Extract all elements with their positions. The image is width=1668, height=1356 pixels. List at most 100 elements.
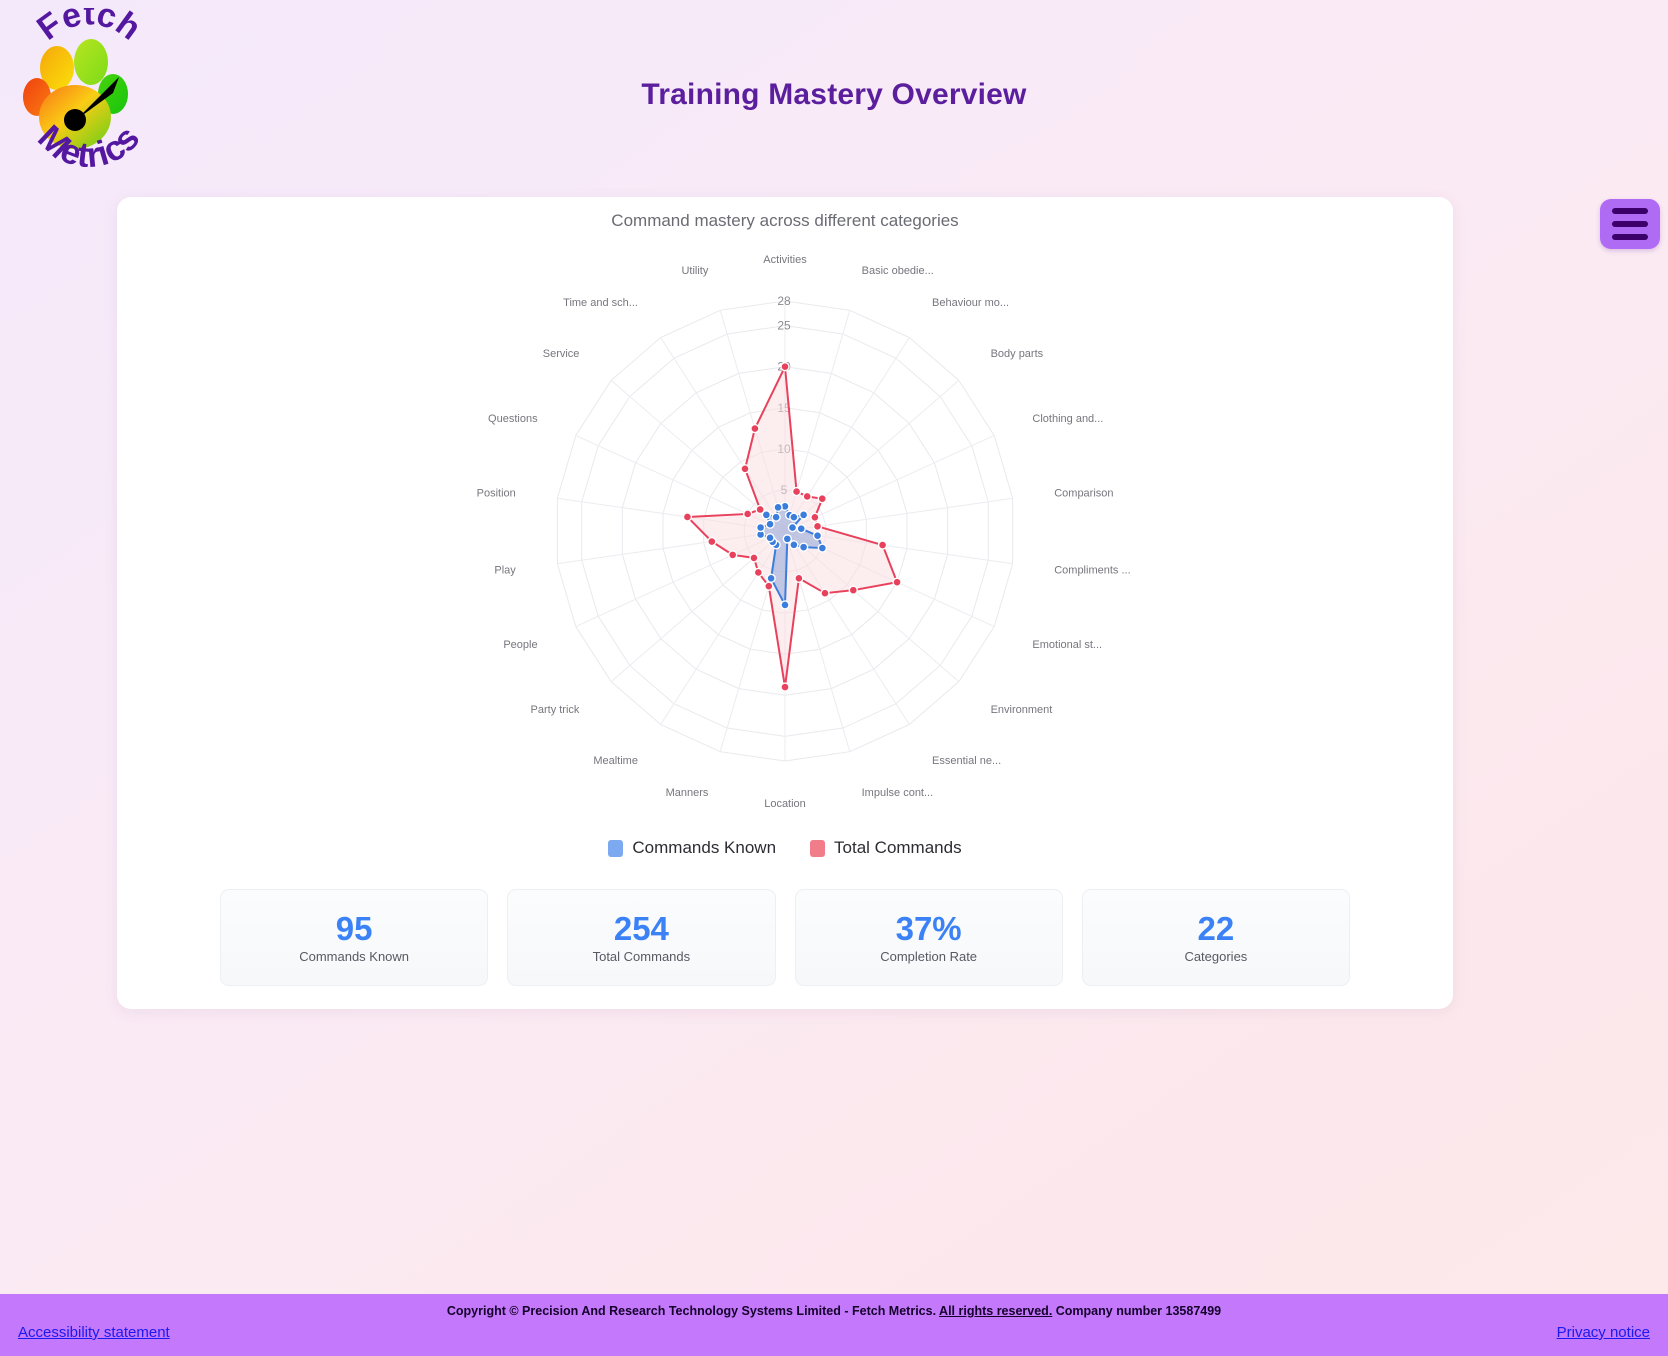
radar-data-point[interactable] [749, 553, 759, 563]
stat-value: 95 [335, 909, 373, 947]
radar-axis-label: Party trick [531, 704, 580, 716]
radar-chart-svg: 51015202528ActivitiesBasic obedie...Beha… [477, 254, 1131, 810]
radar-data-point[interactable] [798, 542, 809, 552]
brand-logo[interactable]: Fetch Metrics [18, 0, 158, 183]
radar-data-point[interactable] [791, 486, 802, 497]
stat-card-commands-known[interactable]: 95 Commands Known [220, 889, 489, 986]
paw-toe-2 [74, 39, 108, 85]
all-rights-reserved-link[interactable]: All rights reserved. [939, 1304, 1053, 1318]
hamburger-menu-button[interactable] [1600, 199, 1660, 249]
radar-axis-label: Utility [681, 265, 708, 277]
radar-data-point[interactable] [765, 533, 775, 543]
radar-data-point[interactable] [789, 540, 799, 550]
radar-data-point[interactable] [780, 682, 790, 692]
privacy-notice-link[interactable]: Privacy notice [1556, 1324, 1650, 1341]
radar-data-point[interactable] [794, 573, 804, 583]
radar-axis-label: Clothing and... [1032, 413, 1103, 425]
paw-toe-1 [40, 46, 74, 90]
stat-value: 22 [1197, 909, 1235, 947]
radar-data-point[interactable] [771, 512, 781, 522]
radar-data-point[interactable] [773, 502, 783, 513]
radar-data-point[interactable] [740, 464, 750, 474]
stats-row: 95 Commands Known 254 Total Commands 37%… [220, 889, 1350, 986]
radar-data-point[interactable] [780, 362, 790, 372]
stat-label: Completion Rate [880, 948, 978, 964]
radar-axis-label: Location [764, 798, 806, 810]
stat-card-completion-rate[interactable]: 37% Completion Rate [794, 889, 1063, 986]
radar-data-point[interactable] [877, 540, 888, 550]
radar-data-point[interactable] [796, 523, 806, 534]
stat-card-categories[interactable]: 22 Categories [1081, 889, 1350, 986]
radar-data-point[interactable] [742, 509, 753, 519]
radar-data-point[interactable] [755, 504, 765, 515]
radar-data-point[interactable] [761, 510, 772, 520]
stat-label: Commands Known [299, 948, 410, 964]
radar-data-point[interactable] [892, 577, 902, 587]
hamburger-icon-bar-1 [1612, 208, 1648, 214]
radar-data-point[interactable] [765, 519, 775, 529]
radial-tick-label: 28 [777, 294, 791, 308]
stat-value: 254 [613, 909, 669, 947]
radar-data-point[interactable] [802, 491, 812, 502]
chart-card: Command mastery across different categor… [117, 197, 1453, 1009]
hamburger-icon-bar-3 [1612, 234, 1648, 240]
page-title: Training Mastery Overview [641, 78, 1027, 111]
radar-axis-label: Impulse cont... [862, 787, 934, 799]
legend-label-total-commands: Total Commands [834, 838, 962, 857]
footer-copyright: Copyright © Precision And Research Techn… [0, 1294, 1668, 1320]
radar-data-point[interactable] [798, 510, 809, 520]
radar-axis-label: Questions [488, 413, 538, 425]
legend-label-commands-known: Commands Known [632, 838, 777, 857]
radar-data-point[interactable] [753, 567, 764, 578]
legend-swatch-total-commands [810, 839, 826, 857]
radar-data-point[interactable] [810, 512, 820, 523]
radar-data-point[interactable] [812, 521, 823, 532]
gauge-needle [76, 77, 119, 120]
radar-data-point[interactable] [848, 585, 858, 595]
radar-data-point[interactable] [820, 588, 830, 598]
radar-axis-label: Comparison [1054, 487, 1113, 499]
radar-axis-label: Activities [763, 254, 807, 266]
footer-links: Accessibility statement Privacy notice [18, 1324, 1650, 1341]
hamburger-icon-bar-2 [1612, 221, 1648, 227]
radar-data-point[interactable] [764, 581, 774, 591]
radar-axis-label: Body parts [991, 348, 1044, 360]
gauge-hub [64, 109, 86, 131]
radar-data-point[interactable] [817, 494, 827, 504]
radar-data-point[interactable] [787, 522, 798, 533]
radar-axis-label: Behaviour mo... [932, 297, 1009, 309]
radar-data-point[interactable] [682, 512, 693, 522]
stat-value: 37% [895, 909, 962, 947]
footer-copyright-after: Company number 13587499 [1052, 1304, 1222, 1318]
radar-axis-label: People [503, 639, 537, 651]
radar-axis-label: Manners [666, 787, 709, 799]
radar-data-point[interactable] [789, 512, 799, 522]
radial-tick-label: 25 [777, 319, 791, 333]
radar-data-point[interactable] [755, 522, 766, 533]
legend-item-commands-known[interactable]: Commands Known [608, 838, 776, 858]
accessibility-statement-link[interactable]: Accessibility statement [18, 1324, 170, 1341]
radar-chart[interactable]: 51015202528ActivitiesBasic obedie...Beha… [117, 241, 1453, 841]
chart-legend: Commands Known Total Commands [117, 838, 1453, 858]
radar-data-point[interactable] [780, 600, 790, 610]
radar-data-point[interactable] [766, 573, 776, 583]
legend-item-total-commands[interactable]: Total Commands [810, 838, 962, 858]
radar-data-point[interactable] [707, 536, 717, 547]
stat-label: Total Commands [592, 948, 691, 964]
stat-label: Categories [1184, 948, 1248, 964]
radar-axis-label: Compliments ... [1054, 565, 1130, 577]
radar-axis-label: Time and sch... [563, 297, 638, 309]
stat-card-total-commands[interactable]: 254 Total Commands [507, 889, 776, 986]
radar-data-point[interactable] [750, 423, 760, 434]
radar-axis-label: Essential ne... [932, 755, 1001, 767]
radar-axis-label: Emotional st... [1032, 639, 1102, 651]
legend-swatch-commands-known [608, 839, 624, 857]
radar-axis-label: Play [494, 565, 516, 577]
radar-data-point[interactable] [782, 534, 793, 544]
radar-data-point[interactable] [817, 543, 828, 553]
site-footer: Copyright © Precision And Research Techn… [0, 1294, 1668, 1356]
radar-data-point[interactable] [727, 550, 738, 560]
radar-axis-label: Service [543, 348, 580, 360]
radar-data-point[interactable] [812, 530, 823, 541]
radar-axis-label: Mealtime [593, 755, 638, 767]
